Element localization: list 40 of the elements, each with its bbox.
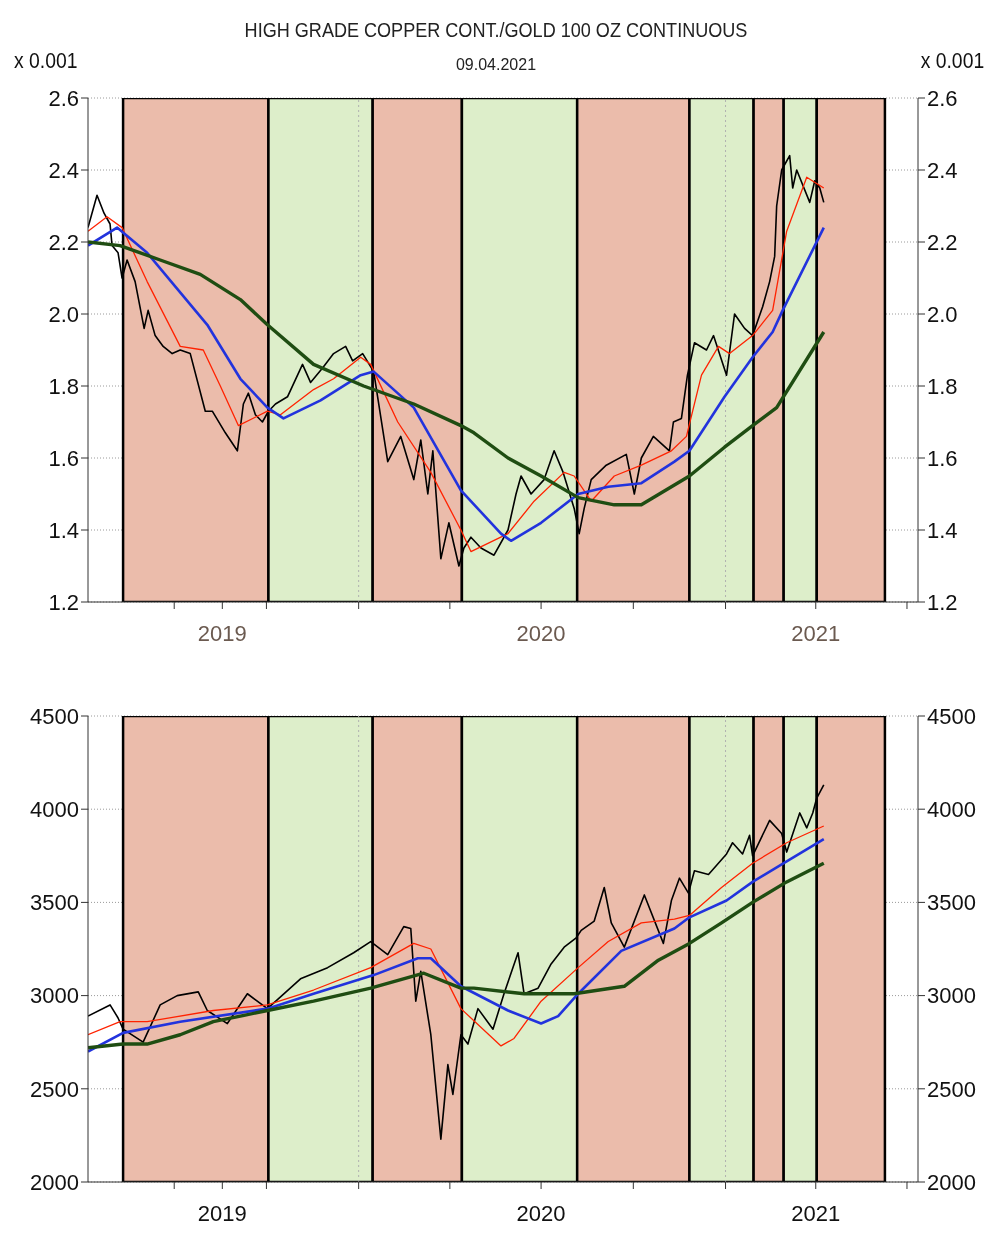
x-tick-label: 2021 — [791, 1200, 841, 1226]
y2-tick-label: 2.0 — [927, 301, 958, 327]
y-tick-label: 2000 — [30, 1169, 79, 1195]
y-tick-label: 4500 — [30, 703, 79, 729]
y2-tick-label: 1.6 — [927, 445, 958, 471]
x-tick-label: 2019 — [197, 620, 247, 646]
x-tick-label: 2020 — [516, 1200, 566, 1226]
y2-tick-label: 2.4 — [927, 157, 958, 183]
x-tick-label: 2019 — [197, 1200, 247, 1226]
y2-tick-label: 2.2 — [927, 229, 958, 255]
y2-axis-title: x 0.001 — [920, 48, 984, 74]
y2-tick-label: 1.4 — [927, 517, 958, 543]
chart-title: HIGH GRADE COPPER CONT./GOLD 100 OZ CONTINUOUS — [243, 18, 749, 42]
y-tick-label: 2.2 — [48, 229, 79, 255]
y-tick-label: 3500 — [30, 890, 79, 916]
x-tick-label: 2020 — [516, 620, 566, 646]
y-tick-label: 2500 — [30, 1076, 79, 1102]
chart-subtitle: 09.04.2021 — [455, 56, 537, 73]
y-tick-label: 4000 — [30, 797, 79, 823]
y-tick-label: 1.2 — [48, 589, 79, 615]
y-axis-title: x 0.001 — [14, 48, 78, 74]
y-tick-label: 1.6 — [48, 445, 79, 471]
line-series — [88, 226, 826, 543]
y2-tick-label: 3000 — [927, 983, 976, 1009]
y-tick-label: 1.8 — [48, 373, 79, 399]
y-tick-label: 3000 — [30, 983, 79, 1009]
y2-tick-label: 4000 — [927, 797, 976, 823]
y2-tick-label: 1.2 — [927, 589, 958, 615]
y-tick-label: 1.4 — [48, 517, 79, 543]
y-tick-label: 2.0 — [48, 301, 79, 327]
line-series — [88, 240, 826, 507]
y2-tick-label: 2.6 — [927, 85, 958, 111]
y2-tick-label: 2000 — [927, 1169, 976, 1195]
y2-tick-label: 2500 — [927, 1076, 976, 1102]
y2-tick-label: 1.8 — [927, 373, 958, 399]
y-tick-label: 2.6 — [48, 85, 79, 111]
y2-tick-label: 3500 — [927, 890, 976, 916]
y-tick-label: 2.4 — [48, 157, 79, 183]
x-tick-label: 2021 — [791, 620, 841, 646]
y2-tick-label: 4500 — [927, 703, 976, 729]
